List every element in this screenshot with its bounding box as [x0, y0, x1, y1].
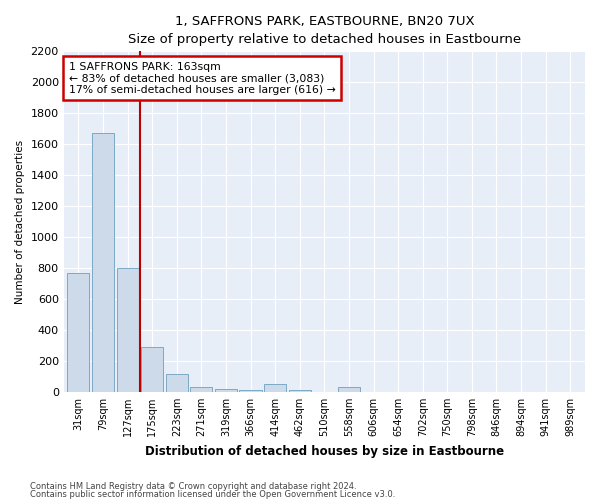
Bar	[215, 389, 237, 392]
Bar	[67, 272, 89, 392]
X-axis label: Distribution of detached houses by size in Eastbourne: Distribution of detached houses by size …	[145, 444, 504, 458]
Y-axis label: Number of detached properties: Number of detached properties	[15, 140, 25, 304]
Text: Contains HM Land Registry data © Crown copyright and database right 2024.: Contains HM Land Registry data © Crown c…	[30, 482, 356, 491]
Bar	[338, 388, 360, 392]
Bar	[166, 374, 188, 392]
Bar	[264, 384, 286, 392]
Text: Contains public sector information licensed under the Open Government Licence v3: Contains public sector information licen…	[30, 490, 395, 499]
Bar	[92, 134, 114, 392]
Title: 1, SAFFRONS PARK, EASTBOURNE, BN20 7UX
Size of property relative to detached hou: 1, SAFFRONS PARK, EASTBOURNE, BN20 7UX S…	[128, 15, 521, 46]
Bar	[141, 347, 163, 392]
Text: 1 SAFFRONS PARK: 163sqm
← 83% of detached houses are smaller (3,083)
17% of semi: 1 SAFFRONS PARK: 163sqm ← 83% of detache…	[69, 62, 335, 95]
Bar	[289, 390, 311, 392]
Bar	[116, 268, 139, 392]
Bar	[190, 388, 212, 392]
Bar	[239, 390, 262, 392]
